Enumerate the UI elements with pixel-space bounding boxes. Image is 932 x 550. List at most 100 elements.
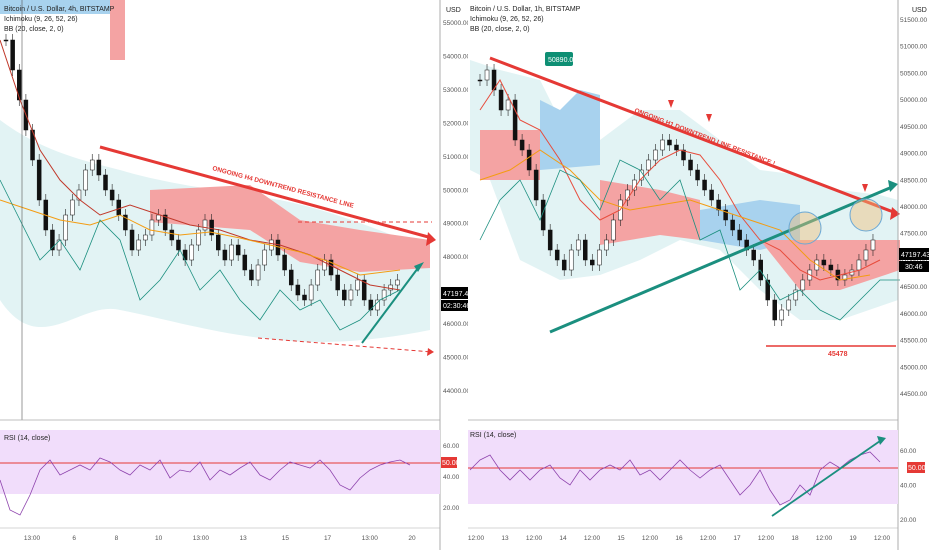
left-x-tick-label: 10 [155,535,163,542]
right-x-tick-label: 12:00 [468,535,485,542]
candle-body [235,244,241,256]
left-support-line [361,267,419,344]
right-price-tick-label: 48500.00 [900,177,927,184]
right-ichimoku-legend: Ichimoku (9, 26, 52, 26) [470,16,544,23]
right-price-tick-label: 51500.00 [900,17,927,24]
candle-body [262,249,267,266]
right-rsi-trendline [771,440,881,517]
candle-body [302,294,307,301]
right-rsi-legend: RSI (14, close) [470,432,516,439]
candle-body [315,269,321,286]
right-price-tick-label: 47500.00 [900,231,927,238]
candle-body [89,159,95,171]
left-ichimoku-cloud [150,185,430,272]
right-x-tick-label: 12:00 [526,535,543,542]
right-x-tick-label: 12:00 [758,535,775,542]
left-price-tick-label: 51000.00 [443,154,470,161]
right-x-ticks: 12:00 13 12:00 14 12:00 15 12:00 16 12:00 17 12:00… [468,535,891,542]
candle-body [109,189,115,201]
candle-body [611,219,616,241]
right-cloud-blue-1 [540,90,600,170]
candle-body [667,139,672,146]
candle-body [716,199,721,211]
left-rsi-ticks: 60.00 40.00 20.00 [443,443,460,512]
left-candles [3,34,400,316]
left-bb-legend: BB (20, close, 2, 0) [4,26,64,33]
left-header: Bitcoin / U.S. Dollar, 4h, BITSTAMP [4,6,115,13]
candle-body [625,189,630,201]
candle-body [491,69,497,91]
candle-body [730,219,735,231]
right-price-timer [899,261,929,272]
candle-body [505,99,511,111]
right-price-tick-label: 46500.00 [900,284,927,291]
right-x-tick-label: 17 [733,535,741,542]
candle-body [176,239,181,251]
left-x-tick-label: 8 [115,535,119,542]
left-resistance-line [99,145,433,240]
candle-body [143,234,148,241]
left-x-tick-label: 13 [239,535,247,542]
candle-body [561,259,567,271]
right-price-tick-label: 45000.00 [900,364,927,371]
candle-body [702,179,707,191]
candle-body [255,264,261,281]
right-usd-label-2: USD [912,7,927,14]
candle-body [149,219,155,236]
candle-body [512,99,518,141]
candle-body [249,269,254,281]
right-price-tag-text: 47197.43 [901,252,930,259]
left-dashed-arrow [427,348,434,356]
right-price-tick-label: 49500.00 [900,124,927,131]
candle-body [723,209,728,221]
right-rsi-band [468,430,898,504]
candle-body [484,69,490,81]
candle-body [688,159,693,171]
candle-body [202,219,208,231]
right-price-tick-label: 50000.00 [900,97,927,104]
left-rsi-mid-tag [441,457,457,468]
right-support-line [549,185,893,334]
candle-body [63,214,68,241]
candle-body [50,229,55,251]
left-ichimoku-cloud-blue [0,0,110,14]
left-price-ticks: 55000.00 54000.00 53000.00 52000.00 51000.00… [443,20,470,395]
candle-body [342,289,347,301]
left-resistance-arrow [426,232,436,246]
left-price-tick-label: 44000.00 [443,388,470,395]
candle-body [604,239,609,251]
candle-body [568,249,574,271]
candle-body [216,234,221,251]
right-ma-line [479,79,881,281]
candle-body [737,229,742,241]
candle-body [821,259,827,266]
candle-body [209,219,214,236]
candle-body [162,214,168,231]
right-x-tick-label: 15 [617,535,625,542]
right-high-tag [545,52,573,66]
right-rsi-trendline-arrow [877,436,886,445]
candle-body [129,229,135,251]
left-price-tick-label: 52000.00 [443,120,470,127]
candle-body [863,249,869,261]
left-chart-panel: ONGOING H4 DOWNTREND RESISTANCE LINE Bit… [0,0,472,550]
candle-body [355,279,360,291]
left-price-tick-label: 49000.00 [443,221,470,228]
candle-body [758,259,763,281]
left-ma-line [0,39,401,291]
right-price-tag [899,248,929,260]
right-x-tick-label: 16 [675,535,683,542]
left-price-tick-label: 54000.00 [443,53,470,60]
candle-body [76,189,82,201]
right-rsi-ticks: 60.00 40.00 20.00 [900,448,917,524]
right-highlight-circle-1 [788,211,822,245]
right-price-tick-label: 44500.00 [900,391,927,398]
left-price-timer-text: 02:30:46 [443,303,470,310]
candle-body [136,239,141,251]
candle-body [695,169,700,181]
left-x-tick-label: 13:00 [24,535,41,542]
right-kijun-line [479,149,871,281]
left-price-tick-label: 45000.00 [443,355,470,362]
right-down-arrow-1 [668,100,674,108]
